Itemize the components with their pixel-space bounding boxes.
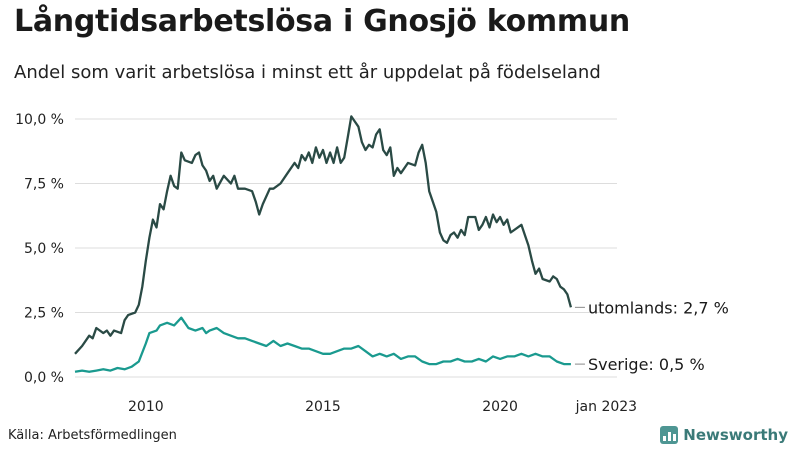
brand-logo: Newsworthy: [660, 426, 788, 444]
x-tick-label: 2020: [482, 399, 518, 415]
source-note: Källa: Arbetsförmedlingen: [8, 428, 177, 443]
chart-subtitle: Andel som varit arbetslösa i minst ett å…: [14, 62, 601, 83]
y-tick-label: 0,0 %: [24, 370, 64, 386]
bar-chart-icon: [660, 426, 679, 444]
x-tick-label: 2010: [128, 399, 164, 415]
brand-name: Newsworthy: [683, 426, 788, 444]
x-tick-label: jan 2023: [575, 399, 637, 415]
series-line-utomlands: [74, 115, 573, 355]
y-tick-label: 2,5 %: [24, 306, 64, 322]
y-tick-label: 7,5 %: [24, 177, 64, 193]
series-line-sverige: [74, 316, 571, 373]
y-tick-label: 5,0 %: [24, 241, 64, 257]
end-label-utomlands: utomlands: 2,7 %: [588, 298, 729, 317]
y-tick-label: 10,0 %: [15, 112, 64, 128]
end-label-sverige: Sverige: 0,5 %: [588, 355, 705, 374]
x-tick-label: 2015: [305, 399, 341, 415]
chart-title: Långtidsarbetslösa i Gnosjö kommun: [14, 4, 630, 39]
